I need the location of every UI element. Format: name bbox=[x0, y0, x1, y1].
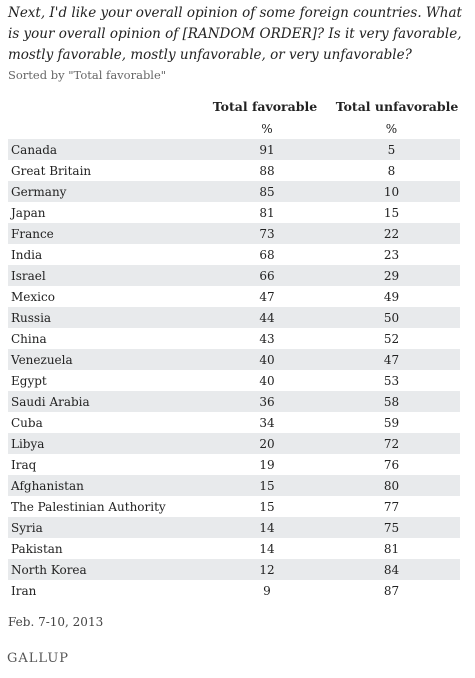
country-name: Pakistan bbox=[11, 541, 63, 556]
table-row: Great Britain 88 8 bbox=[8, 160, 460, 181]
unfavorable-value: 50 bbox=[323, 307, 460, 328]
unfavorable-value: 5 bbox=[323, 139, 460, 160]
favorable-value: 40 bbox=[259, 373, 275, 388]
table-row: France 73 22 bbox=[8, 223, 460, 244]
table-row: Cuba 34 59 bbox=[8, 412, 460, 433]
unfavorable-value: 72 bbox=[323, 433, 460, 454]
table-row: Saudi Arabia 36 58 bbox=[8, 391, 460, 412]
favorable-value: 34 bbox=[259, 415, 275, 430]
table-row: Mexico 47 49 bbox=[8, 286, 460, 307]
country-name: Afghanistan bbox=[8, 475, 211, 496]
favorable-value: 12 bbox=[211, 559, 323, 580]
favorable-value: 14 bbox=[211, 517, 323, 538]
country-name: Venezuela bbox=[8, 349, 211, 370]
unfavorable-value: 8 bbox=[387, 163, 396, 178]
gallup-logo: GALLUP bbox=[7, 651, 70, 666]
unfavorable-value: 47 bbox=[323, 349, 460, 370]
unfavorable-value: 29 bbox=[323, 265, 460, 286]
question-text: Next, I'd like your overall opinion of s… bbox=[8, 5, 462, 63]
unfavorable-value: 10 bbox=[323, 181, 460, 202]
country-name: Russia bbox=[8, 307, 211, 328]
favorable-value: 19 bbox=[259, 457, 275, 472]
units-blank bbox=[8, 118, 211, 139]
country-name: Mexico bbox=[11, 289, 55, 304]
unfavorable-value: 87 bbox=[383, 583, 400, 598]
table-row: Iraq 19 76 bbox=[8, 454, 460, 475]
unfavorable-value: 53 bbox=[383, 373, 400, 388]
table-row: Canada 91 5 bbox=[8, 139, 460, 160]
country-name: Libya bbox=[8, 433, 211, 454]
favorable-value: 66 bbox=[211, 265, 323, 286]
table-row: North Korea 12 84 bbox=[8, 559, 460, 580]
unit-favorable: % bbox=[261, 121, 273, 136]
unit-unfavorable: % bbox=[385, 121, 398, 136]
country-name: Iraq bbox=[11, 457, 37, 472]
unfavorable-value: 84 bbox=[323, 559, 460, 580]
opinion-table: % % Canada 91 5 Great Britain 88 8 Germany 85 10… bbox=[8, 118, 460, 601]
table-row: The Palestinian Authority 15 77 bbox=[8, 496, 460, 517]
country-name: Great Britain bbox=[11, 163, 92, 178]
sorted-note: Sorted by "Total favorable" bbox=[8, 68, 167, 82]
unfavorable-value: 77 bbox=[383, 499, 400, 514]
unfavorable-value: 58 bbox=[323, 391, 460, 412]
favorable-value: 68 bbox=[259, 247, 275, 262]
country-name: India bbox=[11, 247, 43, 262]
table-row: Russia 44 50 bbox=[8, 307, 460, 328]
favorable-value: 36 bbox=[211, 391, 323, 412]
table-row: Afghanistan 15 80 bbox=[8, 475, 460, 496]
unfavorable-value: 76 bbox=[383, 457, 400, 472]
favorable-value: 44 bbox=[211, 307, 323, 328]
favorable-value: 91 bbox=[211, 139, 323, 160]
table-row: Egypt 40 53 bbox=[8, 370, 460, 391]
unfavorable-value: 49 bbox=[383, 289, 400, 304]
unfavorable-value: 22 bbox=[323, 223, 460, 244]
unfavorable-value: 80 bbox=[323, 475, 460, 496]
favorable-value: 15 bbox=[211, 475, 323, 496]
header-total-unfavorable: Total unfavorable bbox=[335, 99, 459, 114]
favorable-value: 15 bbox=[259, 499, 275, 514]
country-name: Canada bbox=[8, 139, 211, 160]
favorable-value: 47 bbox=[259, 289, 275, 304]
country-name: Egypt bbox=[11, 373, 47, 388]
country-name: Cuba bbox=[11, 415, 43, 430]
unfavorable-value: 52 bbox=[383, 331, 400, 346]
survey-date: Feb. 7-10, 2013 bbox=[8, 615, 104, 629]
country-name: Saudi Arabia bbox=[8, 391, 211, 412]
units-row: % % bbox=[8, 118, 460, 139]
favorable-value: 40 bbox=[211, 349, 323, 370]
unfavorable-value: 15 bbox=[383, 205, 400, 220]
favorable-value: 43 bbox=[259, 331, 275, 346]
table-row: India 68 23 bbox=[8, 244, 460, 265]
table-row: Pakistan 14 81 bbox=[8, 538, 460, 559]
unfavorable-value: 75 bbox=[323, 517, 460, 538]
table-row: Japan 81 15 bbox=[8, 202, 460, 223]
country-name: Syria bbox=[8, 517, 211, 538]
favorable-value: 85 bbox=[211, 181, 323, 202]
country-name: France bbox=[8, 223, 211, 244]
favorable-value: 14 bbox=[259, 541, 275, 556]
country-name: Japan bbox=[11, 205, 46, 220]
favorable-value: 73 bbox=[211, 223, 323, 244]
table-row: China 43 52 bbox=[8, 328, 460, 349]
table-row: Germany 85 10 bbox=[8, 181, 460, 202]
unfavorable-value: 59 bbox=[383, 415, 400, 430]
unfavorable-value: 23 bbox=[383, 247, 400, 262]
table-row: Iran 9 87 bbox=[8, 580, 460, 601]
unfavorable-value: 81 bbox=[383, 541, 400, 556]
table-row: Israel 66 29 bbox=[8, 265, 460, 286]
table-row: Venezuela 40 47 bbox=[8, 349, 460, 370]
header-total-favorable: Total favorable bbox=[212, 99, 318, 114]
country-name: Germany bbox=[8, 181, 211, 202]
country-name: China bbox=[11, 331, 47, 346]
country-name: The Palestinian Authority bbox=[11, 499, 166, 514]
favorable-value: 9 bbox=[263, 583, 271, 598]
table-row: Libya 20 72 bbox=[8, 433, 460, 454]
favorable-value: 20 bbox=[211, 433, 323, 454]
table-row: Syria 14 75 bbox=[8, 517, 460, 538]
country-name: Iran bbox=[11, 583, 37, 598]
country-name: North Korea bbox=[8, 559, 211, 580]
country-name: Israel bbox=[8, 265, 211, 286]
favorable-value: 81 bbox=[259, 205, 275, 220]
favorable-value: 88 bbox=[259, 163, 275, 178]
